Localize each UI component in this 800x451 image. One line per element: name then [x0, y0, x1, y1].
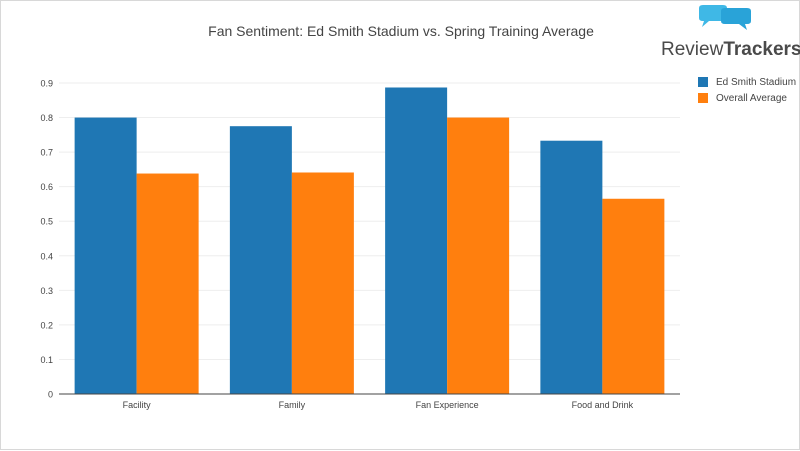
- legend-swatch-overall-average: [698, 93, 708, 103]
- y-tick-label: 0.2: [40, 320, 53, 330]
- y-tick-label: 0.4: [40, 251, 53, 261]
- brand-name: ReviewTrackers: [661, 39, 800, 61]
- legend-label-ed-smith: Ed Smith Stadium: [716, 76, 797, 88]
- legend-label-overall-average: Overall Average: [716, 92, 787, 104]
- y-tick-label: 0.5: [40, 217, 53, 227]
- y-tick-label: 0.7: [40, 148, 53, 158]
- bar-ed-smith-stadium-family[interactable]: [229, 126, 292, 394]
- y-tick-label: 0.8: [40, 113, 53, 123]
- brand-name-part2: Trackers: [723, 39, 800, 60]
- x-tick-label: Fan Experience: [416, 400, 479, 410]
- legend-swatch-ed-smith: [698, 77, 708, 87]
- y-axis: 0 0.1 0.2 0.3 0.4 0.5 0.6 0.7 0.8 0.9: [40, 79, 53, 400]
- y-tick-label: 0: [48, 390, 53, 400]
- bar-ed-smith-stadium-food-and-drink[interactable]: [540, 140, 603, 394]
- brand-name-part1: Review: [661, 39, 724, 60]
- reviewtrackers-logo: ReviewTrackers: [657, 5, 800, 61]
- bar-ed-smith-stadium-fan-experience[interactable]: [385, 87, 448, 395]
- x-axis: Facility Family Fan Experience Food and Dri…: [59, 393, 680, 410]
- bar-overall-average-fan-experience[interactable]: [447, 117, 510, 395]
- y-tick-label: 0.6: [40, 182, 53, 192]
- legend-item-ed-smith[interactable]: Ed Smith Stadium: [698, 74, 796, 90]
- legend: Ed Smith Stadium Overall Average: [698, 74, 796, 106]
- bar-overall-average-family[interactable]: [291, 172, 354, 394]
- bars: [74, 87, 665, 395]
- y-tick-label: 0.3: [40, 286, 53, 296]
- x-tick-label: Facility: [123, 400, 152, 410]
- chart-title: Fan Sentiment: Ed Smith Stadium vs. Spri…: [208, 23, 594, 39]
- legend-item-overall-average[interactable]: Overall Average: [698, 90, 796, 106]
- speech-bubbles-icon: [699, 5, 751, 30]
- bar-overall-average-food-and-drink[interactable]: [602, 198, 665, 394]
- y-tick-label: 0.1: [40, 355, 53, 365]
- bar-ed-smith-stadium-facility[interactable]: [74, 117, 137, 395]
- bar-overall-average-facility[interactable]: [136, 173, 199, 394]
- y-tick-label: 0.9: [40, 79, 53, 89]
- x-tick-label: Family: [279, 400, 306, 410]
- x-tick-label: Food and Drink: [572, 400, 634, 410]
